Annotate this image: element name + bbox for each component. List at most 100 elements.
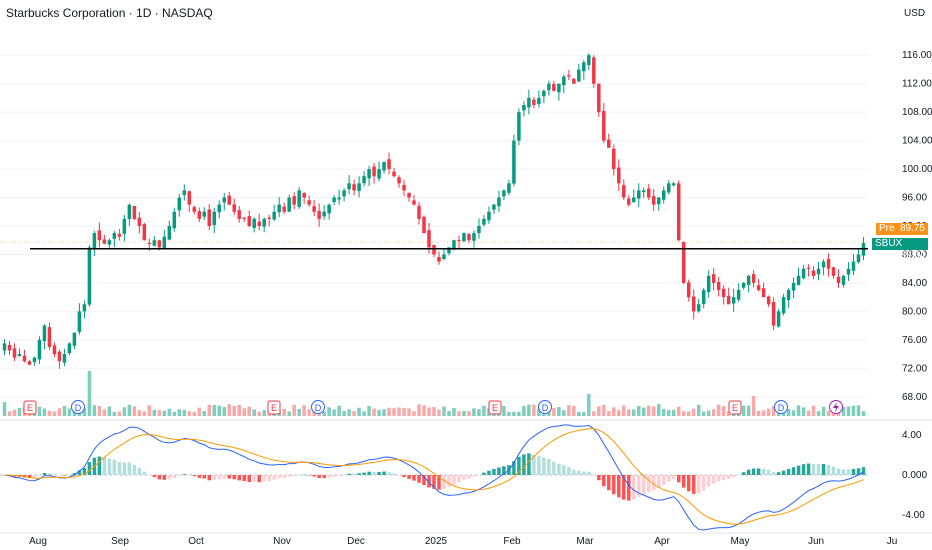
candle-body [731, 297, 736, 304]
volume-bar [597, 406, 601, 416]
macd-histogram-bar [112, 459, 117, 475]
candle-body [841, 275, 846, 285]
dividend-event-icon[interactable]: D [774, 400, 788, 414]
candle-body [57, 351, 62, 362]
macd-histogram-bar [402, 475, 406, 478]
volume-bar [352, 411, 356, 416]
candle-body [756, 285, 761, 291]
candle-body [537, 97, 541, 104]
macd-histogram-bar [716, 475, 721, 482]
candle-body [422, 216, 426, 234]
candle-body [462, 233, 466, 242]
candle-body [312, 206, 316, 212]
volume-bar [192, 411, 197, 416]
macd-histogram-bar [207, 475, 212, 481]
macd-histogram-bar [557, 463, 561, 475]
macd-histogram-bar [706, 475, 711, 487]
volume-bar [392, 408, 396, 416]
candle-body [512, 140, 516, 184]
volume-bar [547, 411, 551, 416]
macd-histogram-bar [562, 465, 566, 475]
candle-body [27, 361, 32, 365]
volume-bar [607, 410, 611, 416]
price-tick-label: 80.00 [902, 306, 927, 317]
candle-body [177, 197, 182, 211]
candle-body [367, 169, 371, 179]
volume-bar [482, 405, 486, 416]
volume-bar [162, 410, 167, 416]
event-label: D [542, 403, 549, 413]
lightning-event-icon[interactable] [829, 400, 843, 414]
candle-body [72, 332, 77, 346]
macd-histogram-bar [642, 475, 646, 495]
macd-histogram-bar [487, 470, 491, 475]
earnings-event-icon[interactable]: E [23, 400, 37, 415]
volume-bar [622, 405, 626, 416]
volume-bar [472, 408, 476, 416]
candle-body [582, 62, 586, 72]
candle-body [696, 304, 701, 312]
volume-bar [602, 404, 606, 416]
candle-body [17, 354, 22, 357]
candle-body [22, 355, 27, 362]
volume-bar [62, 405, 67, 416]
earnings-event-icon[interactable]: E [267, 400, 281, 415]
earnings-event-icon[interactable]: E [488, 400, 502, 415]
candle-body [302, 193, 306, 198]
volume-bar [512, 411, 516, 416]
macd-histogram-bar [617, 475, 621, 498]
volume-bar [132, 406, 137, 416]
candle-body [122, 218, 127, 234]
candle-body [377, 169, 381, 179]
candle-body [192, 207, 197, 212]
volume-bar [637, 405, 641, 416]
candle-body [277, 204, 281, 213]
pre-market-price-tag: Pre 89.75 [876, 223, 928, 235]
volume-bar [467, 411, 471, 416]
macd-histogram-bar [332, 475, 336, 477]
volume-bar [82, 408, 87, 416]
time-tick-label: Dec [347, 536, 365, 547]
dividend-event-icon[interactable]: D [311, 400, 325, 414]
macd-histogram-bar [242, 475, 246, 482]
candle-body [112, 233, 117, 239]
volume-bar [207, 404, 212, 416]
macd-histogram-bar [377, 471, 381, 475]
candle-body [52, 345, 57, 355]
dividend-event-icon[interactable]: D [71, 400, 85, 414]
time-tick-label: Jun [808, 536, 824, 547]
volume-bar [816, 411, 821, 416]
candle-body [322, 211, 326, 217]
macd-histogram-bar [582, 471, 586, 475]
earnings-event-icon[interactable]: E [728, 400, 742, 415]
macd-histogram-bar [262, 475, 266, 482]
price-tick-label: 100.00 [902, 164, 932, 175]
volume-bar [462, 410, 466, 416]
macd-histogram-bar [297, 474, 301, 476]
candle-body [387, 159, 391, 170]
candle-body [746, 275, 751, 286]
candle-body [681, 242, 686, 283]
macd-histogram-bar [602, 475, 606, 487]
macd-histogram-bar [572, 469, 576, 475]
volume-bar [771, 405, 776, 416]
volume-bar [37, 406, 42, 416]
macd-histogram-bar [637, 475, 641, 497]
volume-bar [671, 409, 676, 416]
volume-bar [726, 411, 731, 416]
macd-histogram-bar [681, 475, 686, 488]
volume-bar [751, 396, 756, 416]
dividend-event-icon[interactable]: D [538, 400, 552, 414]
macd-histogram-bar [87, 462, 92, 475]
candle-body [42, 325, 47, 342]
macd-histogram-bar [127, 462, 132, 475]
macd-histogram-bar [72, 473, 77, 475]
candle-body [317, 211, 321, 219]
volume-bar [332, 409, 336, 416]
macd-histogram-bar [801, 464, 806, 475]
volume-bar [147, 405, 152, 416]
candle-body [242, 217, 246, 219]
candle-body [686, 282, 691, 298]
